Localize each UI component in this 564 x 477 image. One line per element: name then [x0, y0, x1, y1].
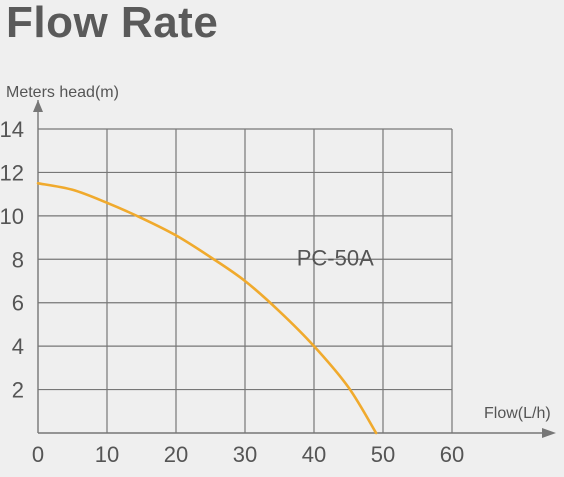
series-label-0: PC-50A [297, 245, 374, 270]
x-tick-label-10: 10 [95, 442, 119, 467]
x-tick-label-50: 50 [371, 442, 395, 467]
y-tick-label-12: 12 [0, 160, 24, 185]
y-tick-label-2: 2 [12, 378, 24, 403]
page-title: Flow Rate [6, 0, 219, 47]
y-tick-label-6: 6 [12, 291, 24, 316]
y-axis-arrow [33, 100, 43, 112]
chart-series: PC-50A [36, 181, 378, 435]
y-tick-label-8: 8 [12, 247, 24, 272]
x-axis-label: Flow(L/h) [484, 405, 551, 422]
y-tick-label-10: 10 [0, 204, 24, 229]
x-tick-label-20: 20 [164, 442, 188, 467]
x-tick-label-40: 40 [302, 442, 326, 467]
x-axis-arrow [542, 428, 556, 438]
x-tick-label-30: 30 [233, 442, 257, 467]
x-tick-label-0: 0 [32, 442, 44, 467]
y-tick-label-4: 4 [12, 334, 24, 359]
y-axis-label: Meters head(m) [6, 84, 119, 101]
chart-axes [33, 100, 556, 438]
y-tick-label-14: 14 [0, 117, 24, 142]
tick-labels: 2 4 6 8 10 12 14 0 10 20 30 40 50 60 [0, 117, 464, 467]
x-tick-label-60: 60 [440, 442, 464, 467]
series-line-0 [36, 181, 378, 435]
